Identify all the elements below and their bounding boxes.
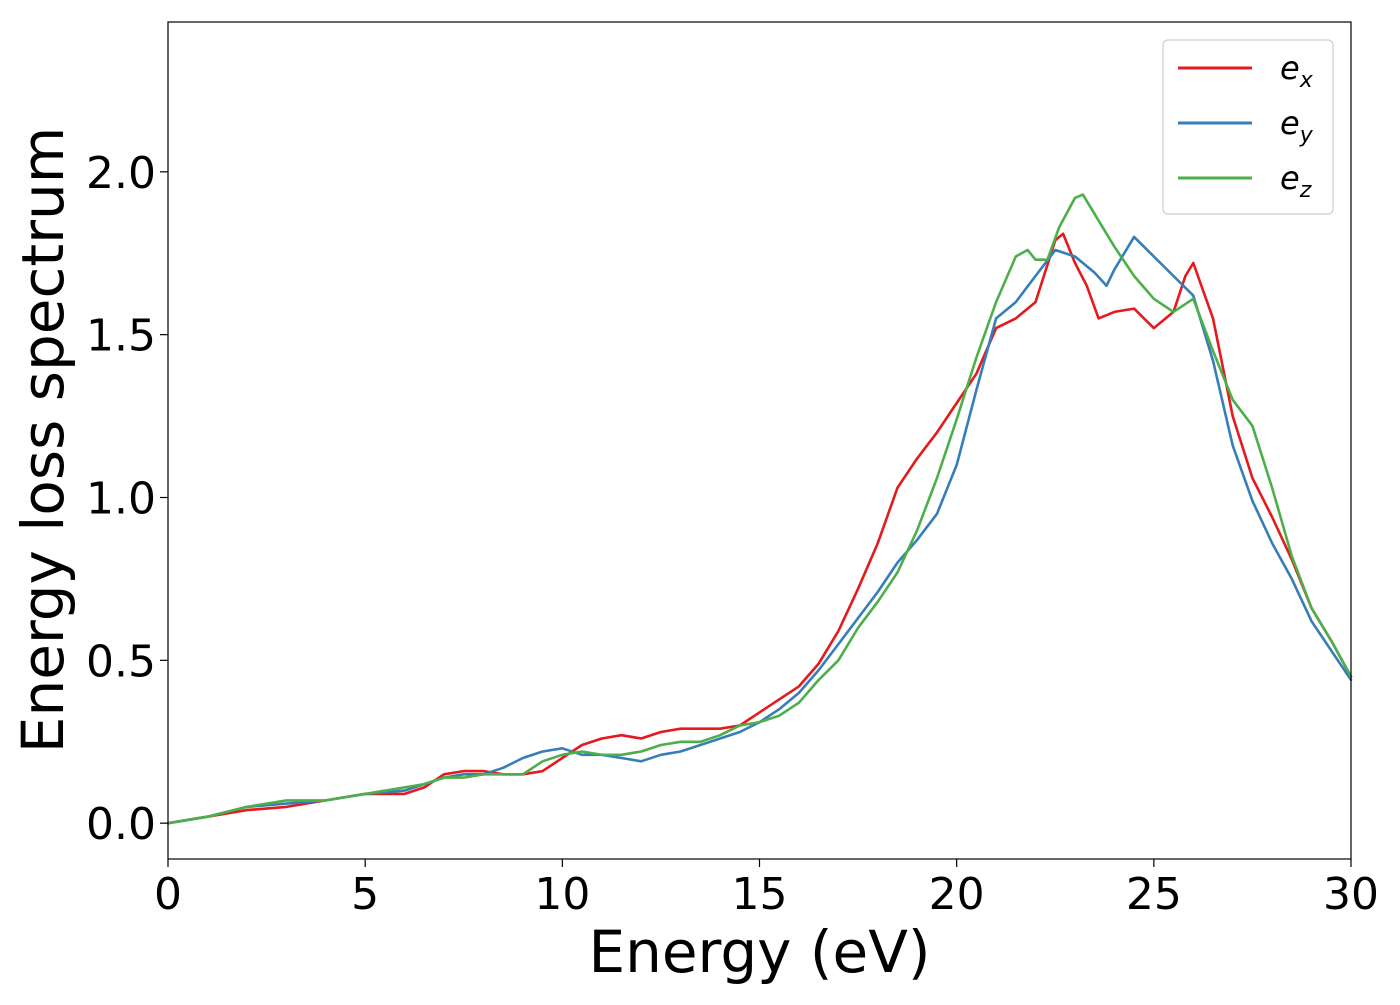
series-line-e-x — [166, 232, 1353, 825]
x-axis: 0 5 10 15 20 25 30 — [154, 859, 1379, 920]
x-tick-label: 15 — [732, 869, 788, 920]
y-tick-label: 1.0 — [86, 473, 156, 524]
y-tick-label: 0.5 — [86, 636, 156, 687]
y-axis: 0.0 0.5 1.0 1.5 2.0 — [86, 148, 168, 850]
y-tick-label: 1.5 — [86, 311, 156, 362]
series-layer — [166, 193, 1353, 825]
legend-box — [1162, 39, 1334, 215]
x-tick-label: 5 — [351, 869, 379, 920]
legend-label-x: ex — [1280, 49, 1314, 93]
series-line-e-z — [166, 193, 1353, 825]
x-tick-label: 30 — [1323, 869, 1379, 920]
x-axis-title: Energy (eV) — [588, 918, 930, 986]
y-axis-title: Energy loss spectrum — [9, 127, 77, 753]
x-tick-label: 10 — [534, 869, 590, 920]
y-tick-label: 0.0 — [86, 799, 156, 850]
legend-label-y: ey — [1280, 104, 1314, 148]
x-tick-label: 25 — [1126, 869, 1182, 920]
series-line-e-y — [166, 235, 1353, 825]
x-tick-label: 20 — [929, 869, 985, 920]
x-tick-label: 0 — [154, 869, 182, 920]
y-tick-label: 2.0 — [86, 148, 156, 199]
